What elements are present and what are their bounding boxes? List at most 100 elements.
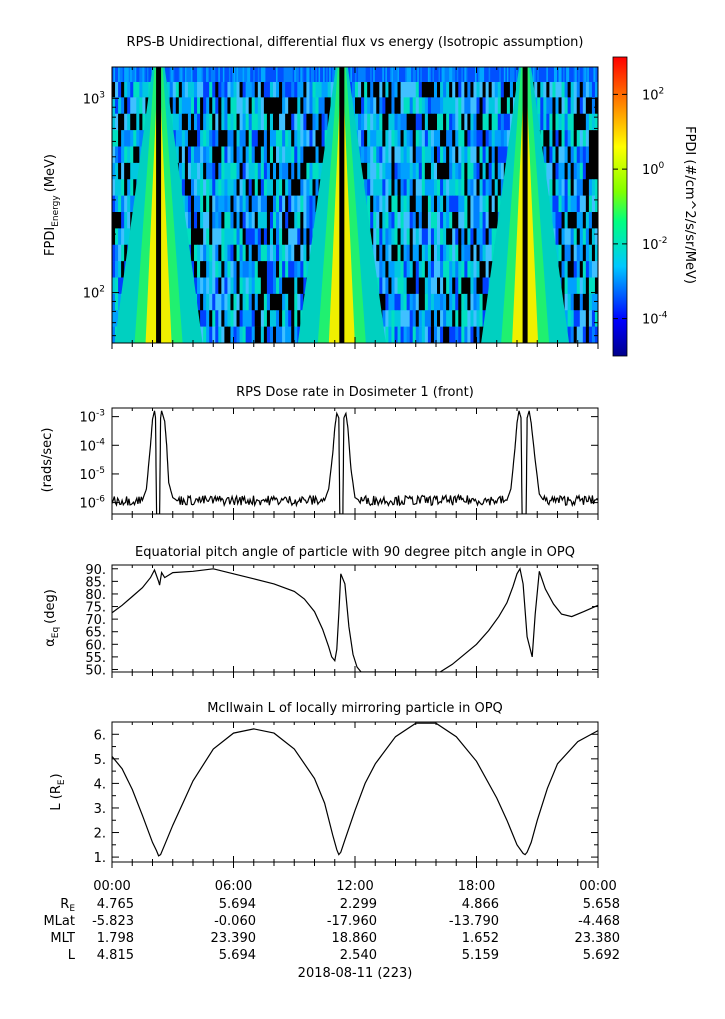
- flux-cell: [370, 179, 374, 196]
- flux-cell: [263, 113, 268, 131]
- flux-cell: [379, 277, 383, 295]
- flux-cell: [209, 244, 213, 262]
- flux-cell: [364, 97, 368, 115]
- flux-cell: [576, 67, 579, 82]
- flux-cell: [476, 326, 481, 343]
- flux-cell: [479, 97, 484, 115]
- flux-cell: [197, 277, 201, 295]
- flux-cell: [282, 113, 286, 131]
- flux-cell: [585, 130, 590, 147]
- flux-cell: [400, 162, 405, 180]
- flux-cell: [181, 162, 186, 180]
- flux-cell: [397, 162, 402, 180]
- flux-cell: [272, 195, 277, 213]
- flux-cell: [435, 67, 438, 82]
- flux-cell: [251, 195, 256, 213]
- flux-cell: [260, 162, 265, 180]
- flux-cell: [446, 212, 450, 229]
- flux-cell: [573, 162, 578, 180]
- flux-cell: [479, 261, 484, 278]
- flux-cell: [254, 326, 259, 343]
- flux-cell: [291, 244, 295, 262]
- flux-cell: [546, 130, 550, 147]
- flux-cell: [470, 179, 474, 196]
- flux-cell: [461, 97, 465, 115]
- flux-cell: [309, 212, 313, 229]
- flux-cell: [582, 67, 585, 82]
- flux-cell: [458, 97, 462, 115]
- flux-cell: [382, 277, 386, 295]
- flux-cell: [124, 179, 128, 196]
- time-tick-label: 18:00: [458, 879, 495, 894]
- flux-cell: [300, 162, 304, 180]
- flux-cell: [257, 81, 262, 98]
- flux-cell: [294, 244, 298, 262]
- flux-cell: [178, 97, 183, 115]
- pitch-y-tick-label: 65.: [85, 626, 106, 641]
- flux-cell: [221, 244, 225, 262]
- flux-cell: [449, 162, 453, 180]
- flux-cell: [269, 162, 274, 180]
- flux-cell: [379, 81, 383, 98]
- flux-cell: [494, 146, 499, 164]
- flux-cell: [285, 228, 289, 246]
- flux-cell: [470, 97, 474, 115]
- flux-cell: [268, 67, 271, 82]
- flux-cell: [257, 113, 262, 131]
- flux-cell: [197, 195, 201, 213]
- flux-cell: [297, 162, 301, 180]
- flux-cell: [297, 195, 301, 213]
- flux-cell: [312, 179, 317, 196]
- flux-cell: [125, 67, 128, 82]
- flux-cell: [206, 113, 210, 131]
- flux-cell: [389, 67, 392, 82]
- flux-cell: [567, 67, 570, 82]
- flux-cell: [452, 277, 456, 295]
- flux-cell: [455, 162, 459, 180]
- flux-cell: [184, 81, 189, 98]
- flux-cell: [433, 261, 438, 278]
- flux-cell: [181, 195, 186, 213]
- flux-cell: [118, 293, 122, 311]
- flux-cell: [115, 310, 119, 327]
- flux-cell: [239, 162, 244, 180]
- flux-cell: [430, 310, 435, 327]
- flux-cell: [412, 293, 417, 311]
- flux-cell: [200, 113, 204, 131]
- flux-cell: [582, 212, 587, 229]
- flux-cell: [403, 244, 408, 262]
- flux-cell: [231, 67, 234, 82]
- flux-cell: [376, 244, 380, 262]
- flux-cell: [221, 67, 224, 82]
- flux-cell: [245, 81, 250, 98]
- flux-cell: [409, 162, 414, 180]
- flux-cell: [175, 67, 178, 82]
- flux-cell: [415, 228, 420, 246]
- flux-cell: [582, 97, 587, 115]
- flux-cell: [178, 67, 181, 82]
- flux-cell: [430, 130, 435, 147]
- flux-cell: [285, 67, 288, 82]
- flux-cell: [227, 326, 231, 343]
- flux-cell: [257, 179, 262, 196]
- flux-cell: [371, 67, 374, 82]
- flux-cell: [248, 195, 253, 213]
- flux-cell: [570, 212, 575, 229]
- flux-cell: [450, 67, 453, 82]
- flux-cell: [509, 81, 514, 98]
- flux-cell: [169, 97, 174, 115]
- flux-cell: [561, 146, 566, 164]
- flux-cell: [294, 130, 298, 147]
- flux-cell: [461, 326, 465, 343]
- flux-cell: [470, 277, 474, 295]
- flux-cell: [415, 244, 420, 262]
- flux-cell: [309, 81, 313, 98]
- flux-cell: [312, 81, 317, 98]
- flux-cell: [294, 228, 298, 246]
- flux-cell: [482, 293, 487, 311]
- flux-cell: [233, 228, 238, 246]
- flux-cell: [370, 195, 374, 213]
- flux-cell: [227, 244, 231, 262]
- flux-cell: [285, 310, 289, 327]
- flux-cell: [400, 326, 405, 343]
